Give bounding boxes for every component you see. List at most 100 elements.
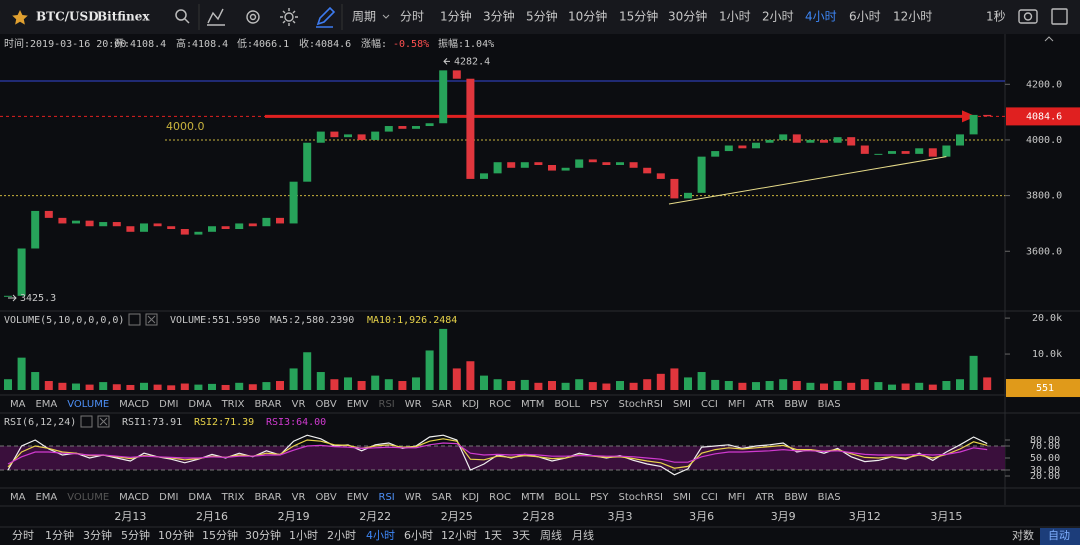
period-tab[interactable]: 1分钟: [45, 528, 74, 542]
indicator-tab[interactable]: BIAS: [818, 492, 841, 503]
indicator-tab[interactable]: OBV: [315, 492, 336, 503]
indicator-tab[interactable]: MFI: [728, 492, 745, 503]
period-tab[interactable]: 5分钟: [526, 9, 558, 24]
period-tab[interactable]: 30分钟: [668, 9, 707, 24]
fullscreen-icon[interactable]: [1051, 8, 1068, 25]
indicator-tab[interactable]: DMI: [159, 492, 178, 503]
indicator-tab[interactable]: WR: [405, 399, 422, 410]
interval[interactable]: 1秒: [986, 10, 1006, 24]
indicator-tab[interactable]: ATR: [755, 399, 774, 410]
indicator-tab[interactable]: MACD: [119, 492, 149, 503]
period-tab[interactable]: 周线: [540, 528, 562, 542]
indicator-tab[interactable]: OBV: [315, 399, 336, 410]
indicator-tab[interactable]: BRAR: [254, 399, 281, 410]
indicator-tab[interactable]: EMA: [35, 399, 57, 410]
period-tab[interactable]: 6小时: [404, 529, 433, 542]
period-tab[interactable]: 3分钟: [483, 9, 515, 24]
period-tab[interactable]: 12小时: [893, 10, 932, 24]
settings-icon[interactable]: [246, 10, 260, 24]
indicator-tab[interactable]: SMI: [673, 399, 691, 410]
candle: [208, 226, 216, 232]
indicator-tab[interactable]: MA: [10, 399, 26, 410]
period-tab[interactable]: 1小时: [289, 529, 318, 542]
period-tab[interactable]: 1分钟: [440, 9, 472, 24]
period-tab[interactable]: 5分钟: [121, 528, 150, 542]
indicator-tab[interactable]: MACD: [119, 399, 149, 410]
indicator-tab[interactable]: MTM: [521, 492, 544, 503]
indicator-tab[interactable]: BOLL: [554, 492, 580, 503]
period-tab[interactable]: 10分钟: [158, 528, 194, 542]
search-icon[interactable]: [175, 9, 190, 24]
indicator-tab[interactable]: KDJ: [462, 399, 479, 410]
dropdown-icon[interactable]: [382, 14, 390, 19]
period-tab[interactable]: 3分钟: [83, 528, 112, 542]
indicator-tab[interactable]: TRIX: [221, 399, 245, 410]
period-tab[interactable]: 30分钟: [245, 528, 281, 542]
theme-icon[interactable]: [280, 8, 298, 26]
indicator-tab[interactable]: EMV: [347, 492, 369, 503]
indicator-tab[interactable]: RSI: [379, 492, 395, 503]
period-tab[interactable]: 4小时: [805, 10, 837, 24]
period-tab[interactable]: 10分钟: [568, 9, 607, 24]
period-tab[interactable]: 15分钟: [619, 9, 658, 24]
indicator-tab[interactable]: TRIX: [221, 492, 245, 503]
indicator-tab[interactable]: EMV: [347, 399, 369, 410]
candle: [303, 142, 312, 182]
camera-icon[interactable]: [1018, 9, 1038, 24]
period-tab[interactable]: 15分钟: [202, 528, 238, 542]
period-tab[interactable]: 分时: [12, 529, 34, 542]
indicator-tab[interactable]: ROC: [489, 399, 511, 410]
period-tab[interactable]: 12小时: [441, 529, 477, 542]
indicator-icon[interactable]: [207, 8, 225, 26]
indicator-tab[interactable]: BIAS: [818, 399, 841, 410]
favorite-icon[interactable]: [12, 10, 28, 25]
period-label[interactable]: 周期: [352, 10, 376, 24]
indicator-tab[interactable]: RSI: [379, 399, 395, 410]
indicator-tab[interactable]: BRAR: [254, 492, 281, 503]
indicator-tab[interactable]: StochRSI: [619, 492, 663, 503]
indicator-tab[interactable]: MA: [10, 492, 26, 503]
period-tab[interactable]: 4小时: [366, 529, 395, 542]
indicator-tab[interactable]: PSY: [590, 399, 609, 410]
pane-icons[interactable]: [128, 313, 158, 326]
indicator-tab[interactable]: BOLL: [554, 399, 580, 410]
indicator-tab[interactable]: SAR: [432, 492, 452, 503]
indicator-tab[interactable]: CCI: [701, 399, 718, 410]
volume-bar: [126, 384, 135, 390]
indicator-tab[interactable]: WR: [405, 492, 422, 503]
indicator-tab[interactable]: VR: [292, 492, 306, 503]
period-tab[interactable]: 1天: [484, 529, 502, 542]
indicator-tab[interactable]: ROC: [489, 492, 511, 503]
indicator-tab[interactable]: DMA: [188, 492, 211, 503]
period-tab[interactable]: 3天: [512, 529, 530, 542]
indicator-tab[interactable]: DMA: [188, 399, 211, 410]
draw-icon[interactable]: [316, 6, 336, 28]
indicator-tab[interactable]: DMI: [159, 399, 178, 410]
indicator-tab[interactable]: SAR: [432, 399, 452, 410]
indicator-tab[interactable]: SMI: [673, 492, 691, 503]
indicator-tab[interactable]: EMA: [35, 492, 57, 503]
collapse-icon[interactable]: [1044, 36, 1054, 42]
pane-icons[interactable]: [80, 415, 110, 428]
indicator-tab[interactable]: VOLUME: [67, 492, 109, 503]
indicator-tab[interactable]: StochRSI: [619, 399, 663, 410]
indicator-tab[interactable]: VR: [292, 399, 306, 410]
period-tab[interactable]: 2小时: [762, 10, 794, 24]
log-button[interactable]: 对数: [1012, 528, 1034, 542]
indicator-tab[interactable]: PSY: [590, 492, 609, 503]
period-tab[interactable]: 分时: [400, 10, 424, 24]
indicator-tab[interactable]: MTM: [521, 399, 544, 410]
symbol[interactable]: BTC/USD: [36, 10, 99, 24]
indicator-tab[interactable]: KDJ: [462, 492, 479, 503]
period-tab[interactable]: 月线: [572, 528, 594, 542]
period-tab[interactable]: 2小时: [327, 529, 356, 542]
indicator-tab[interactable]: MFI: [728, 399, 745, 410]
indicator-tab[interactable]: CCI: [701, 492, 718, 503]
indicator-tab[interactable]: BBW: [784, 399, 807, 410]
indicator-tab[interactable]: BBW: [784, 492, 807, 503]
auto-button[interactable]: 自动: [1048, 529, 1070, 542]
indicator-tab[interactable]: ATR: [755, 492, 774, 503]
period-tab[interactable]: 1小时: [719, 10, 751, 24]
period-tab[interactable]: 6小时: [849, 10, 881, 24]
indicator-tab[interactable]: VOLUME: [67, 399, 109, 410]
